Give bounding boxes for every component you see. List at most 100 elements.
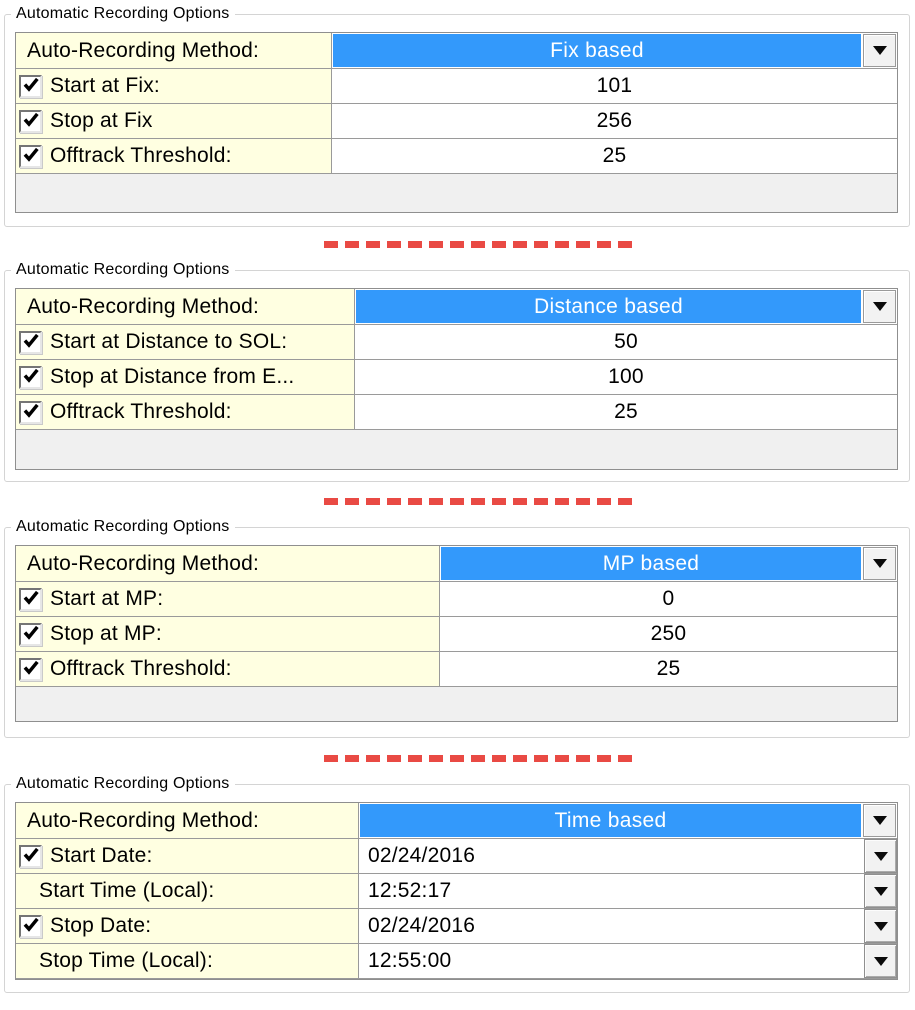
- value-dropdown-button[interactable]: [864, 944, 897, 978]
- option-value-cell[interactable]: 25: [332, 139, 897, 173]
- chevron-down-icon: [872, 302, 887, 311]
- row-checkbox[interactable]: [19, 400, 42, 424]
- table-empty-area: [16, 174, 897, 212]
- option-label-cell: Stop at Distance from E...: [16, 360, 355, 394]
- row-checkbox[interactable]: [19, 109, 42, 133]
- option-value-cell[interactable]: 25: [440, 652, 897, 686]
- method-combobox-value[interactable]: Distance based: [356, 290, 861, 323]
- option-value: 250: [650, 622, 687, 645]
- check-icon: [23, 77, 39, 92]
- check-icon: [23, 368, 39, 383]
- row-checkbox[interactable]: [19, 622, 42, 646]
- option-value: 02/24/2016: [368, 844, 476, 867]
- row-checkbox[interactable]: [19, 74, 42, 98]
- options-table: Auto-Recording Method: Fix based Start a…: [15, 32, 898, 213]
- row-checkbox[interactable]: [19, 914, 42, 938]
- option-label: Start Date:: [50, 844, 153, 867]
- method-label: Auto-Recording Method:: [16, 803, 359, 838]
- value-dropdown-button[interactable]: [864, 874, 897, 908]
- options-table: Auto-Recording Method: MP based Start at…: [15, 545, 898, 722]
- option-row: Stop at Fix 256: [16, 104, 897, 139]
- check-icon: [23, 590, 39, 605]
- auto-recording-options-group-4: Automatic Recording Options Auto-Recordi…: [4, 774, 910, 993]
- option-label-cell: Start at MP:: [16, 582, 440, 616]
- method-combobox-value[interactable]: MP based: [441, 547, 861, 580]
- option-label-cell: Stop Time (Local):: [16, 944, 359, 978]
- option-value-cell[interactable]: 25: [355, 395, 897, 429]
- auto-recording-options-group-3: Automatic Recording Options Auto-Recordi…: [4, 517, 910, 738]
- check-icon: [23, 403, 39, 418]
- auto-recording-options-group-1: Automatic Recording Options Auto-Recordi…: [4, 4, 910, 227]
- check-icon: [23, 847, 39, 862]
- option-label: Offtrack Threshold:: [50, 657, 232, 680]
- option-value: 25: [614, 400, 638, 423]
- method-combobox: Distance based: [355, 289, 897, 324]
- option-value-cell[interactable]: 256: [332, 104, 897, 138]
- method-dropdown-button[interactable]: [863, 547, 896, 580]
- check-icon: [23, 147, 39, 162]
- option-value-cell[interactable]: 100: [355, 360, 897, 394]
- option-value-cell[interactable]: 101: [332, 69, 897, 103]
- chevron-down-icon: [873, 886, 888, 896]
- option-row: Start at Fix: 101: [16, 69, 897, 104]
- row-checkbox[interactable]: [19, 587, 42, 611]
- method-row: Auto-Recording Method: Fix based: [16, 33, 897, 69]
- option-value-cell[interactable]: 250: [440, 617, 897, 651]
- option-label: Start at Fix:: [50, 74, 160, 97]
- option-row: Start Time (Local): 12:52:17: [16, 874, 897, 909]
- row-checkbox[interactable]: [19, 365, 42, 389]
- option-label-cell: Start at Fix:: [16, 69, 332, 103]
- option-label: Start at Distance to SOL:: [50, 330, 288, 353]
- option-label: Offtrack Threshold:: [50, 144, 232, 167]
- options-table: Auto-Recording Method: Distance based St…: [15, 288, 898, 470]
- method-combobox: MP based: [440, 546, 897, 581]
- option-value: 101: [596, 74, 633, 97]
- option-label-cell: Stop Date:: [16, 909, 359, 943]
- chevron-down-icon: [873, 921, 888, 931]
- method-dropdown-button[interactable]: [863, 290, 896, 323]
- group-title: Automatic Recording Options: [11, 774, 235, 794]
- option-value: 12:55:00: [368, 949, 452, 972]
- value-dropdown-button[interactable]: [864, 839, 897, 873]
- option-value: 25: [656, 657, 681, 680]
- chevron-down-icon: [872, 46, 887, 55]
- auto-recording-options-group-2: Automatic Recording Options Auto-Recordi…: [4, 260, 910, 482]
- option-label-cell: Offtrack Threshold:: [16, 652, 440, 686]
- method-dropdown-button[interactable]: [863, 804, 896, 837]
- check-icon: [23, 112, 39, 127]
- method-label: Auto-Recording Method:: [16, 546, 440, 581]
- option-value-cell[interactable]: 50: [355, 325, 897, 359]
- group-title: Automatic Recording Options: [11, 4, 235, 24]
- option-value-cell[interactable]: 02/24/2016: [359, 909, 897, 943]
- option-row: Stop at MP: 250: [16, 617, 897, 652]
- method-combobox-value[interactable]: Time based: [360, 804, 861, 837]
- row-checkbox[interactable]: [19, 330, 42, 354]
- table-empty-area: [16, 430, 897, 469]
- option-value-cell[interactable]: 0: [440, 582, 897, 616]
- check-icon: [23, 625, 39, 640]
- value-dropdown-button[interactable]: [864, 909, 897, 943]
- chevron-down-icon: [873, 956, 888, 966]
- method-row: Auto-Recording Method: MP based: [16, 546, 897, 582]
- dashed-separator: [324, 241, 636, 248]
- option-label-cell: Start at Distance to SOL:: [16, 325, 355, 359]
- dashed-separator: [324, 498, 636, 505]
- option-value: 100: [608, 365, 644, 388]
- option-value: 02/24/2016: [368, 914, 476, 937]
- method-combobox-value[interactable]: Fix based: [333, 34, 861, 67]
- row-checkbox[interactable]: [19, 657, 42, 681]
- option-value-cell[interactable]: 12:52:17: [359, 874, 897, 908]
- option-value: 12:52:17: [368, 879, 452, 902]
- method-combobox: Fix based: [332, 33, 897, 68]
- option-row: Offtrack Threshold: 25: [16, 395, 897, 430]
- group-title: Automatic Recording Options: [11, 517, 235, 537]
- method-row: Auto-Recording Method: Distance based: [16, 289, 897, 325]
- row-checkbox[interactable]: [19, 844, 42, 868]
- option-value-cell[interactable]: 02/24/2016: [359, 839, 897, 873]
- method-dropdown-button[interactable]: [863, 34, 896, 67]
- row-checkbox[interactable]: [19, 144, 42, 168]
- dashed-separator: [324, 755, 636, 762]
- option-row: Stop Date: 02/24/2016: [16, 909, 897, 944]
- option-value-cell[interactable]: 12:55:00: [359, 944, 897, 978]
